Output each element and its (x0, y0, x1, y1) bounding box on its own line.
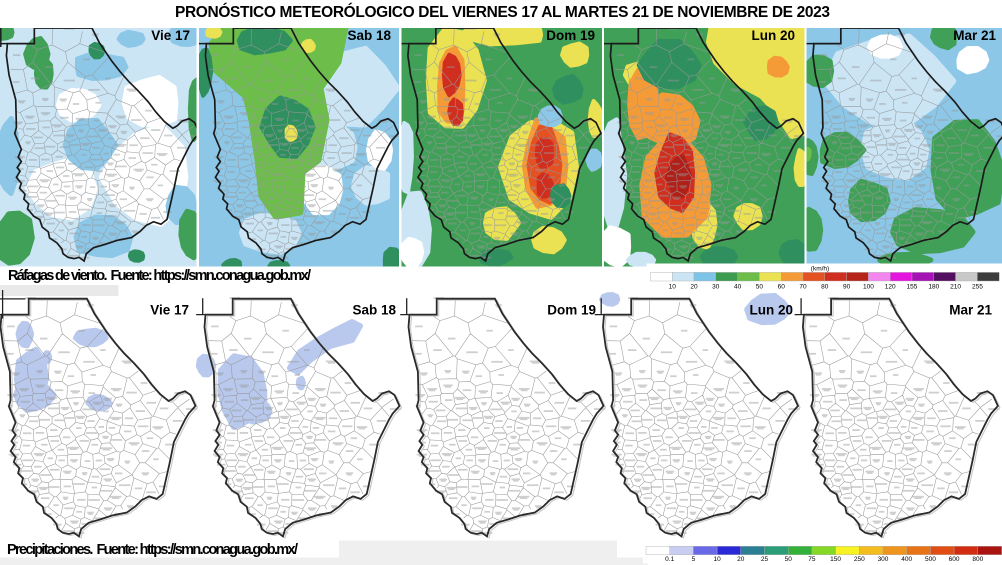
svg-text:5: 5 (692, 556, 696, 563)
svg-text:180: 180 (928, 284, 939, 291)
svg-text:75: 75 (808, 556, 816, 563)
svg-text:50: 50 (756, 284, 764, 291)
svg-text:60: 60 (778, 284, 786, 291)
svg-text:PRONÓSTICO METEORÓLOGICO DEL V: PRONÓSTICO METEORÓLOGICO DEL VIERNES 17 … (175, 3, 830, 21)
svg-text:Mar 21: Mar 21 (949, 303, 992, 318)
svg-text:Precipitaciones. Fuente: http: Precipitaciones. Fuente: https://smn.con… (7, 542, 298, 558)
svg-text:Mar 21: Mar 21 (953, 28, 996, 43)
svg-text:Lun 20: Lun 20 (749, 303, 793, 318)
svg-text:Ráfagas de viento. Fuente: ht: Ráfagas de viento. Fuente: https://smn.c… (8, 268, 311, 284)
svg-text:Sab 18: Sab 18 (347, 28, 391, 43)
svg-text:155: 155 (907, 284, 918, 291)
svg-text:(km/h): (km/h) (811, 266, 829, 273)
svg-text:500: 500 (925, 556, 936, 563)
svg-text:50: 50 (785, 556, 793, 563)
svg-text:10: 10 (669, 284, 677, 291)
svg-text:70: 70 (799, 284, 807, 291)
svg-text:30: 30 (712, 284, 720, 291)
svg-text:20: 20 (737, 556, 745, 563)
svg-text:Vie 17: Vie 17 (150, 303, 189, 318)
svg-text:600: 600 (949, 556, 960, 563)
svg-text:20: 20 (690, 284, 698, 291)
svg-text:400: 400 (901, 556, 912, 563)
svg-text:800: 800 (972, 556, 983, 563)
svg-text:0.1: 0.1 (665, 556, 674, 563)
svg-text:Lun 20: Lun 20 (751, 28, 795, 43)
svg-text:90: 90 (843, 284, 851, 291)
svg-text:250: 250 (854, 556, 865, 563)
svg-text:Sab 18: Sab 18 (352, 303, 396, 318)
svg-text:210: 210 (950, 284, 961, 291)
svg-text:Vie 17: Vie 17 (151, 28, 190, 43)
svg-text:25: 25 (761, 556, 769, 563)
svg-text:Dom 19: Dom 19 (546, 28, 595, 43)
svg-text:80: 80 (821, 284, 829, 291)
svg-text:Dom 19: Dom 19 (547, 303, 596, 318)
svg-text:150: 150 (830, 556, 841, 563)
svg-text:10: 10 (713, 556, 721, 563)
svg-text:100: 100 (863, 284, 874, 291)
svg-text:300: 300 (878, 556, 889, 563)
svg-text:40: 40 (734, 284, 742, 291)
svg-text:120: 120 (885, 284, 896, 291)
svg-text:255: 255 (972, 284, 983, 291)
